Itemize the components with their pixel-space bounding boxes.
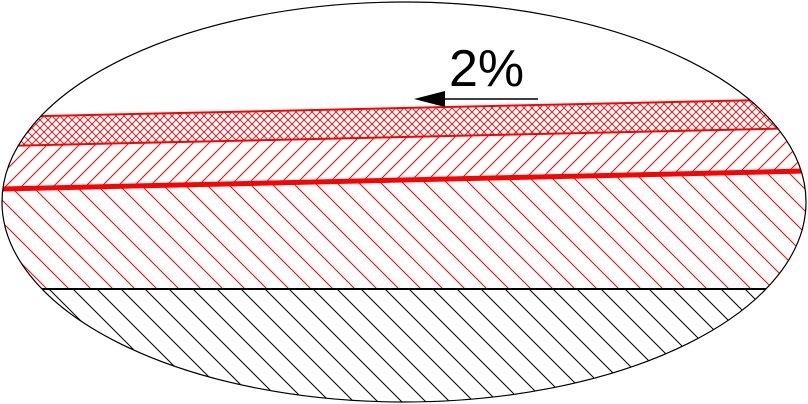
existing-ground-layer — [2, 289, 806, 402]
surface-bottom-line — [2, 127, 806, 147]
surface-course-layer — [2, 100, 806, 146]
sub-base-layer — [2, 171, 806, 289]
slope-arrow — [414, 91, 538, 107]
slope-arrow-head-icon — [414, 91, 445, 107]
surface-top-line — [2, 98, 806, 118]
section-layers — [2, 98, 806, 402]
base-bottom-line — [2, 168, 806, 192]
slope-label: 2% — [449, 40, 524, 98]
